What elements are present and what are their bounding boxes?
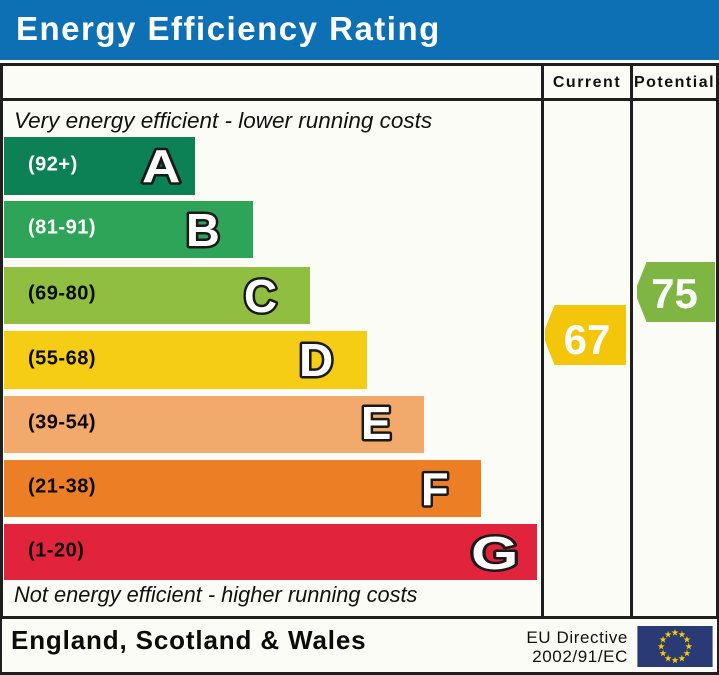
svg-text:G: G bbox=[471, 527, 518, 579]
svg-text:B: B bbox=[186, 204, 220, 256]
svg-text:F: F bbox=[421, 463, 449, 515]
svg-text:A: A bbox=[142, 140, 180, 192]
svg-text:C: C bbox=[244, 270, 277, 322]
svg-text:D: D bbox=[299, 334, 333, 386]
svg-text:E: E bbox=[361, 397, 391, 449]
